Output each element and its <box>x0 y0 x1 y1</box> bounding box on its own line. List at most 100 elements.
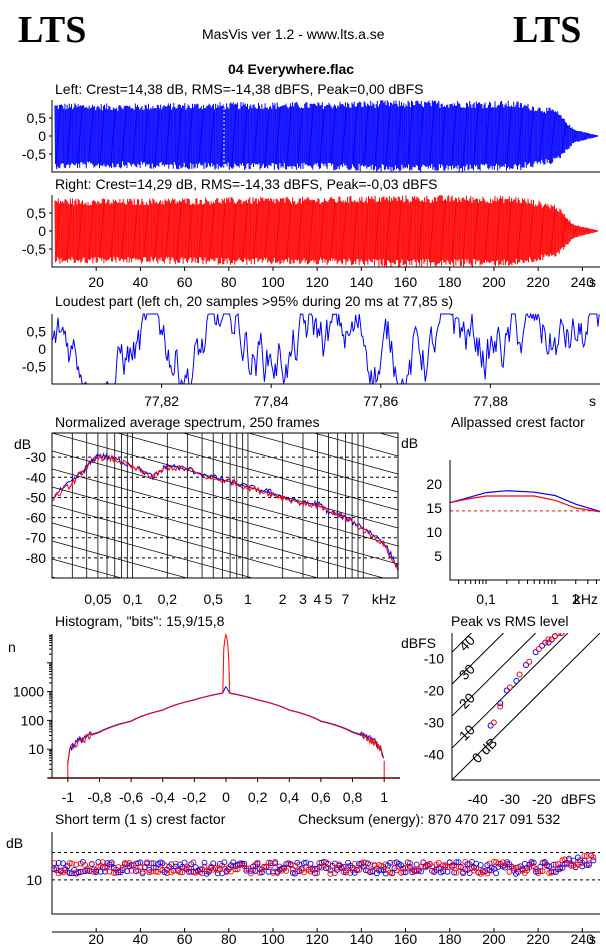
crest-point-right <box>407 860 413 867</box>
crest-point-left <box>258 869 265 876</box>
crest-point-right <box>353 866 360 873</box>
point-right <box>490 719 497 726</box>
point-left <box>532 649 539 656</box>
allpass-axes <box>449 460 600 581</box>
xtick-label: 240 <box>571 274 595 290</box>
crest-point-left <box>477 862 484 869</box>
crest-point-right <box>327 870 334 877</box>
crest-point-left <box>210 860 217 867</box>
spectrum-axes <box>51 432 399 579</box>
point-left <box>513 677 520 684</box>
spectrum-left <box>52 452 398 568</box>
peak-rms-axes <box>451 633 600 781</box>
slope-line <box>181 433 398 493</box>
crest-point-left <box>307 860 314 867</box>
xtick-label: 2 <box>572 591 580 607</box>
xtick-label: 140 <box>350 931 374 946</box>
spectrum-grid <box>52 433 398 762</box>
xtick-label: 0,05 <box>84 591 111 607</box>
point-left <box>503 687 510 694</box>
crest-point-right <box>442 863 449 870</box>
ytick-label: -0,5 <box>22 146 46 162</box>
xtick-label: 180 <box>438 274 462 290</box>
xtick-label: -0,8 <box>87 789 111 805</box>
crest-point-left <box>93 869 100 875</box>
slope-line <box>52 558 123 578</box>
xtick-label: 100 <box>261 274 285 290</box>
logo-right: LTS <box>513 9 582 51</box>
file-name: 04 Everywhere.flac <box>228 61 355 77</box>
crest-point-left <box>55 859 62 866</box>
crest-diagonal <box>452 633 537 717</box>
ytick-label: 100 <box>21 712 45 728</box>
xtick-label: 7 <box>342 591 350 607</box>
xtick-label: 40 <box>133 931 149 946</box>
point-right <box>545 636 552 643</box>
crest-point-right <box>261 863 268 870</box>
xtick-label: 5 <box>325 591 333 607</box>
loudest-part-label: Loudest part (left ch, 20 samples >95% d… <box>55 293 454 309</box>
crest-point-left <box>466 870 473 876</box>
crest-point-right <box>137 864 144 871</box>
x-unit: s <box>589 931 596 946</box>
ytick-label: 10 <box>28 741 44 757</box>
xtick-label: 77,82 <box>144 393 179 409</box>
ytick-label: -40 <box>424 746 444 762</box>
ytick-label: 10 <box>26 872 42 888</box>
crest-point-right <box>338 864 345 871</box>
crest-point-right <box>351 860 358 867</box>
crest-point-left <box>53 865 60 872</box>
slope-line <box>52 667 398 762</box>
xtick-label: 160 <box>394 931 418 946</box>
point-left <box>565 627 570 632</box>
point-left <box>562 627 567 632</box>
xtick-label: 200 <box>482 931 506 946</box>
ytick-label: 1000 <box>13 684 44 700</box>
crest-point-right <box>283 868 290 874</box>
logo-left: LTS <box>18 9 87 51</box>
allpass-left <box>449 490 601 512</box>
crest-point-left <box>221 859 228 866</box>
ytick-label: -60 <box>26 510 46 526</box>
crest-point-left <box>60 860 66 867</box>
ytick-label: -50 <box>26 489 46 505</box>
ytick-label: -30 <box>26 449 46 465</box>
xtick-label: -40 <box>468 791 488 807</box>
crest-point-right <box>172 860 179 867</box>
crest-point-right <box>228 868 234 875</box>
right-channel-label: Right: Crest=14,29 dB, RMS=-14,33 dBFS, … <box>55 176 438 192</box>
xtick-label: 220 <box>526 931 550 946</box>
left-channel-label: Left: Crest=14,38 dB, RMS=-14,38 dBFS, P… <box>55 81 424 97</box>
xtick-label: 40 <box>133 274 149 290</box>
crest-point-left <box>77 868 84 875</box>
histogram-right <box>67 632 385 763</box>
point-right <box>558 633 565 636</box>
xtick-label: 77,88 <box>473 393 508 409</box>
slope-line <box>52 613 398 708</box>
xtick-label: 120 <box>305 931 329 946</box>
xtick-label: -30 <box>500 791 520 807</box>
y-unit: dB <box>6 835 23 851</box>
xtick-label: 80 <box>221 274 237 290</box>
histogram-axes <box>51 634 400 779</box>
xtick-label: 0,2 <box>158 591 178 607</box>
y-unit: dB <box>14 436 31 452</box>
crest-point-left <box>102 868 108 875</box>
crest-point-right <box>314 870 321 876</box>
xtick-label: 4 <box>313 591 321 607</box>
xtick-label: 80 <box>221 931 237 946</box>
crest-point-left <box>530 859 537 866</box>
xtick-label: 20 <box>88 931 104 946</box>
point-right <box>526 658 533 665</box>
xtick-label: 60 <box>177 274 193 290</box>
crest-point-left <box>300 860 307 867</box>
crest-point-right <box>544 863 550 869</box>
crest-point-left <box>66 870 73 877</box>
slope-line <box>52 486 385 578</box>
crest-point-left <box>586 862 592 868</box>
slope-line <box>52 433 398 529</box>
ytick-label: 0,5 <box>27 205 47 221</box>
slope-line <box>378 433 398 439</box>
